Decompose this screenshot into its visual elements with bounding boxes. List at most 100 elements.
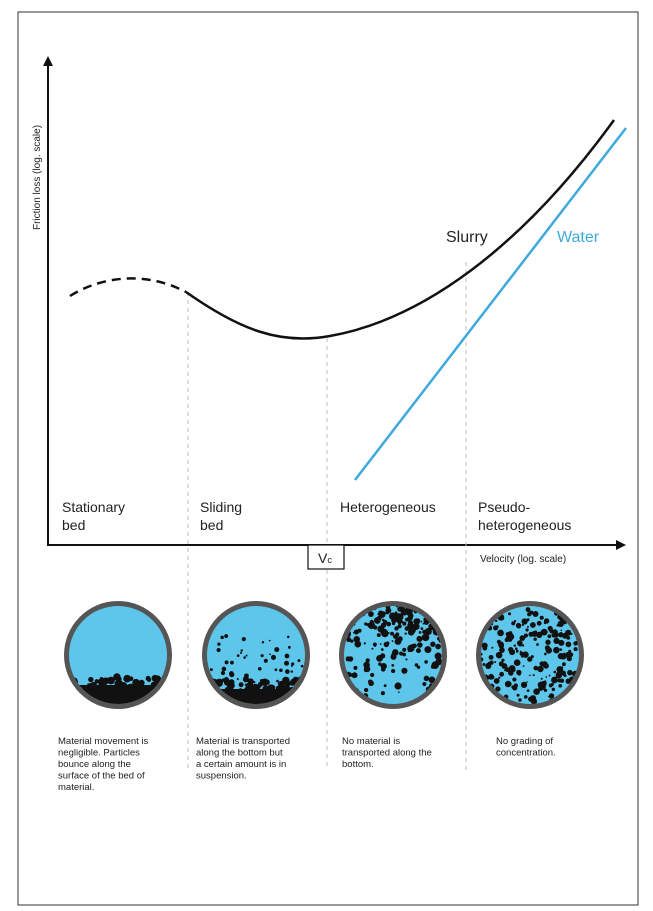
particle <box>575 694 579 699</box>
particle <box>504 680 512 688</box>
particle <box>105 677 111 683</box>
particle <box>390 668 396 674</box>
region-label: bed <box>200 517 223 533</box>
particle <box>519 651 524 656</box>
particle <box>481 699 485 704</box>
particle <box>399 651 404 656</box>
particle <box>526 681 528 683</box>
particle <box>544 652 547 656</box>
particle <box>393 634 398 639</box>
particle <box>527 656 533 662</box>
particle <box>344 610 351 618</box>
particle <box>347 671 350 675</box>
water-label: Water <box>557 229 600 246</box>
particle <box>413 618 420 625</box>
particle <box>516 693 520 697</box>
particle <box>540 628 548 636</box>
particle <box>418 630 422 634</box>
particle <box>279 685 287 693</box>
particle <box>417 625 419 628</box>
particle <box>104 686 108 690</box>
particle <box>297 659 301 663</box>
particle <box>430 641 436 647</box>
particle <box>349 606 353 610</box>
particle <box>499 671 505 677</box>
particle <box>236 678 239 681</box>
particle <box>292 676 299 683</box>
particle <box>481 642 488 649</box>
particle <box>564 606 571 612</box>
region-label: Stationary <box>62 499 125 515</box>
particle <box>397 624 402 629</box>
particle <box>69 682 71 687</box>
description-line: a certain amount is in <box>196 759 286 770</box>
particle <box>428 676 436 684</box>
particle <box>494 619 498 623</box>
particle <box>526 609 530 613</box>
particle <box>574 614 579 620</box>
particle <box>481 695 485 699</box>
particle <box>407 644 415 653</box>
particle <box>386 621 392 627</box>
particle <box>565 629 572 636</box>
particle <box>345 693 351 700</box>
particle <box>89 682 97 690</box>
particle <box>353 629 359 635</box>
particle <box>532 674 535 677</box>
particle <box>380 691 385 696</box>
particle <box>396 613 404 621</box>
particle <box>290 670 294 673</box>
particle <box>217 678 221 682</box>
particle <box>555 672 563 679</box>
particle <box>490 607 495 612</box>
particle <box>239 651 243 654</box>
particle <box>543 680 547 683</box>
particle <box>507 612 512 616</box>
particle <box>391 640 394 642</box>
particle <box>536 631 543 639</box>
particle <box>513 620 517 623</box>
description-line: material. <box>58 782 94 793</box>
particle <box>423 617 426 620</box>
particle <box>224 660 229 665</box>
particle <box>523 695 528 699</box>
particle <box>386 641 390 645</box>
particle <box>518 642 523 647</box>
particle <box>362 606 366 609</box>
particle <box>563 611 567 614</box>
particle <box>275 685 281 691</box>
particle <box>387 631 390 634</box>
particle <box>493 606 499 611</box>
particle <box>259 679 264 683</box>
particle <box>123 674 131 683</box>
particle <box>528 696 534 702</box>
particle <box>536 643 539 646</box>
particle <box>380 667 386 672</box>
region-label: Heterogeneous <box>340 499 436 515</box>
particle <box>415 648 421 654</box>
particle <box>346 606 349 608</box>
particle <box>353 665 358 670</box>
particle <box>300 664 304 668</box>
particle <box>563 652 566 655</box>
particle <box>514 647 518 651</box>
particle <box>284 660 290 666</box>
x-axis-label: Velocity (log. scale) <box>480 554 566 565</box>
particle <box>539 615 544 620</box>
particle <box>417 642 423 648</box>
particle <box>370 672 375 677</box>
particle <box>424 627 432 636</box>
particle <box>409 626 416 634</box>
particle <box>563 696 571 704</box>
particle <box>122 683 127 687</box>
particle <box>571 689 579 696</box>
particle <box>435 643 441 650</box>
particle <box>427 606 435 611</box>
particle <box>377 625 385 633</box>
particle <box>543 618 550 624</box>
particle <box>405 627 408 630</box>
particle <box>559 678 565 683</box>
particle <box>543 663 549 669</box>
particle <box>368 611 374 617</box>
